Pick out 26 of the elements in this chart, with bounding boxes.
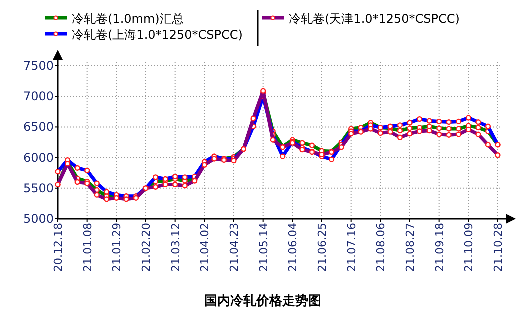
- text: 国内冷轧价格走势图: [204, 293, 322, 309]
- x-tick-label: 20.12.18: [52, 223, 65, 272]
- x-tick-label: 21.04.23: [228, 223, 241, 272]
- x-tick-label: 21.08.27: [404, 223, 417, 272]
- y-tick-label: 7000: [23, 90, 54, 104]
- x-tick-label: 21.02.20: [140, 223, 153, 272]
- y-tick-label: 7500: [23, 59, 54, 73]
- x-tick-label: 21.01.08: [81, 223, 94, 272]
- x-tick-label: 21.05.14: [257, 223, 270, 272]
- legend-label: 冷轧卷(1.0mm)汇总: [72, 12, 184, 26]
- x-tick-label: 21.10.09: [462, 223, 476, 272]
- legend-label: 冷轧卷(天津1.0*1250*CSPCC): [289, 12, 460, 26]
- x-tick-label: 21.03.12: [169, 223, 182, 272]
- x-tick-label: 21.01.29: [110, 223, 124, 272]
- x-tick-label: 21.07.16: [345, 223, 358, 272]
- y-tick-label: 5500: [23, 181, 54, 196]
- x-tick-label: 21.06.04: [286, 223, 300, 272]
- x-tick-label: 21.10.28: [492, 223, 505, 272]
- y-tick-label: 5000: [23, 212, 54, 226]
- y-tick-label: 6500: [23, 120, 54, 134]
- y-tick-label: 6000: [23, 150, 54, 165]
- x-tick-label: 21.06.25: [316, 223, 329, 272]
- x-tick-label: 21.09.18: [433, 223, 446, 272]
- x-tick-label: 21.04.02: [198, 223, 212, 272]
- x-tick-label: 21.08.06: [374, 223, 388, 272]
- legend-label: 冷轧卷(上海1.0*1250*CSPCC): [72, 28, 243, 42]
